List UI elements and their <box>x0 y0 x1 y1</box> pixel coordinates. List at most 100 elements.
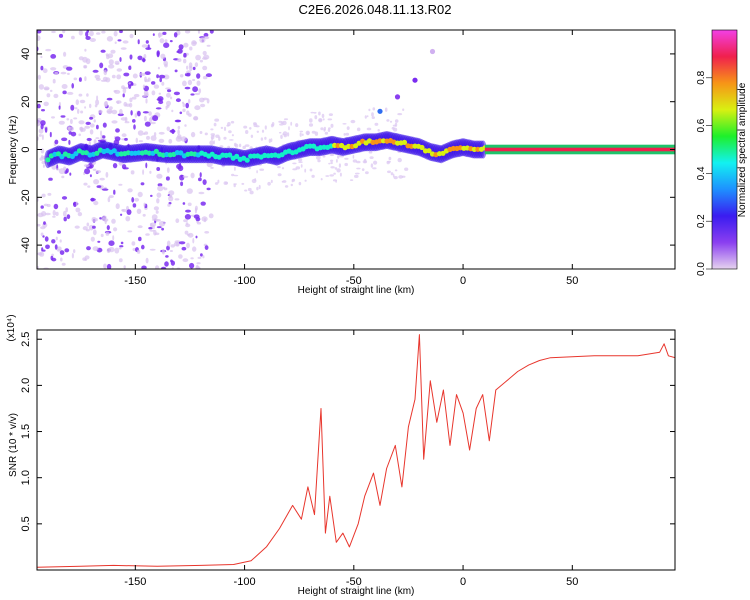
spectrogram-noise-speckle <box>283 118 289 121</box>
spectrogram-noise-speckle <box>142 213 146 217</box>
spectrogram-noise-speckle <box>305 130 310 135</box>
spectrogram-noise-speckle <box>151 81 156 85</box>
spectrogram-noise-speckle <box>133 93 140 98</box>
spectrogram-noise-speckle <box>183 58 187 64</box>
spectrogram-noise-speckle <box>137 39 140 45</box>
spectrogram-noise-speckle <box>392 173 395 178</box>
spectrogram-noise-speckle <box>73 249 76 254</box>
snr-y-label: SNR (10 * v/v) <box>8 413 19 477</box>
spectrogram-noise-speckle <box>99 177 105 181</box>
spectrogram-noise-speckle <box>202 75 208 80</box>
spectrogram-noise-speckle <box>343 133 346 136</box>
spectrogram-noise-speckle <box>129 33 134 39</box>
spectrogram-noise-speckle <box>90 198 96 202</box>
spectrogram-noise-speckle <box>328 162 331 165</box>
spectrogram-noise-speckle <box>122 87 127 94</box>
spectrogram-noise-speckle <box>100 233 104 238</box>
spectrogram-noise-speckle <box>206 44 211 47</box>
spectrogram-noise-speckle <box>352 159 358 163</box>
spectrogram-noise-speckle <box>386 119 390 122</box>
spectrogram-noise-speckle <box>60 71 67 75</box>
spectrogram-noise-speckle <box>330 166 335 169</box>
spectrogram-noise-speckle <box>166 240 171 247</box>
spectrogram-noise-speckle <box>117 113 124 117</box>
snr-panel: -150 -100 -50 0 50 0.5 1.0 1.5 2.0 2.5 Height of… <box>6 314 676 597</box>
spectrogram-noise-speckle <box>119 108 123 115</box>
spectrogram-noise-speckle <box>162 31 167 35</box>
spectrogram-noise-speckle <box>366 127 372 131</box>
spectrogram-noise-speckle <box>118 258 123 263</box>
spectrogram-noise-speckle <box>180 136 187 142</box>
spectrogram-noise-speckle <box>163 42 170 48</box>
spectrogram-noise-speckle <box>199 59 203 63</box>
spectrogram-noise-speckle <box>114 247 120 254</box>
spectrogram-noise-speckle <box>184 124 187 127</box>
spectrogram-noise-speckle <box>183 219 188 223</box>
spectrogram-noise-speckle <box>118 183 123 186</box>
spectrogram-noise-speckle <box>133 124 136 130</box>
spectrogram-noise-speckle <box>244 189 248 192</box>
y-tick-label: 40 <box>20 48 32 60</box>
spectrogram-noise-speckle <box>159 77 162 83</box>
spectrogram-echo <box>429 48 436 55</box>
spectrogram-noise-speckle <box>264 136 267 140</box>
spectrogram-noise-speckle <box>86 93 89 97</box>
spectrogram-noise-speckle <box>39 157 44 161</box>
spectrogram-noise-speckle <box>78 93 83 97</box>
spectrogram-noise-speckle <box>97 240 101 243</box>
spectrogram-noise-speckle <box>188 99 191 104</box>
spectrogram-noise-speckle <box>243 125 248 129</box>
spectrogram-noise-speckle <box>84 76 87 82</box>
spectrogram-noise-speckle <box>85 31 89 37</box>
spectrogram-noise-speckle <box>126 209 132 216</box>
spectrogram-noise-speckle <box>218 136 221 141</box>
spectrogram-noise-speckle <box>174 69 178 73</box>
spectrogram-noise-speckle <box>195 54 202 61</box>
spectrogram-noise-speckle <box>371 116 375 119</box>
spectrogram-y-ticks: -40 -20 0 20 40 <box>20 48 675 253</box>
spectrogram-noise-speckle <box>342 123 347 125</box>
spectrogram-noise-speckle <box>192 41 197 45</box>
spectrogram-noise-speckle <box>166 100 171 106</box>
spectrogram-noise-speckle <box>78 77 82 82</box>
spectrogram-noise-speckle <box>314 131 319 136</box>
spectrogram-echo <box>377 108 383 114</box>
spectrogram-noise-speckle <box>373 160 378 165</box>
spectrogram-noise-speckle <box>40 55 43 59</box>
spectrogram-noise-speckle <box>204 231 210 234</box>
spectrogram-noise-speckle <box>250 134 254 138</box>
spectrogram-noise-speckle <box>234 166 236 171</box>
spectrogram-noise-speckle <box>210 166 214 169</box>
spectrogram-noise-speckle <box>144 121 151 127</box>
spectrogram-noise-speckle <box>44 236 49 242</box>
spectrogram-noise-speckle <box>121 164 127 170</box>
spectrogram-noise-speckle <box>143 54 147 59</box>
colorbar-tick-label: 0.6 <box>696 118 707 132</box>
spectrogram-noise-speckle <box>132 119 136 123</box>
spectrogram-noise-speckle <box>96 95 99 101</box>
spectrogram-noise-speckle <box>309 168 313 172</box>
spectrogram-noise-speckle <box>96 185 102 188</box>
spectrogram-noise-speckle <box>200 103 206 108</box>
spectrogram-noise-speckle <box>149 222 153 228</box>
spectrogram-noise-speckle <box>144 131 149 135</box>
spectrogram-noise-speckle <box>231 173 235 177</box>
spectrogram-noise-speckle <box>68 139 71 145</box>
spectrogram-marks <box>37 30 675 269</box>
spectrogram-noise-speckle <box>148 117 153 123</box>
spectrogram-noise-speckle <box>288 126 290 131</box>
spectrogram-noise-speckle <box>158 92 161 95</box>
spectrogram-noise-speckle <box>210 128 214 131</box>
x-tick-label: 0 <box>460 275 466 287</box>
spectrogram-noise-speckle <box>40 65 44 71</box>
spectrogram-noise-speckle <box>298 161 303 164</box>
spectrogram-noise-speckle <box>223 181 228 186</box>
spectrogram-noise-speckle <box>165 87 171 90</box>
spectrogram-noise-speckle <box>84 255 90 260</box>
spectrogram-noise-speckle <box>63 51 67 57</box>
spectrogram-noise-speckle <box>92 69 99 73</box>
spectrogram-noise-speckle <box>113 30 118 37</box>
spectrogram-noise-speckle <box>119 57 122 62</box>
spectrogram-noise-speckle <box>92 246 99 252</box>
spectrogram-noise-speckle <box>175 119 181 122</box>
